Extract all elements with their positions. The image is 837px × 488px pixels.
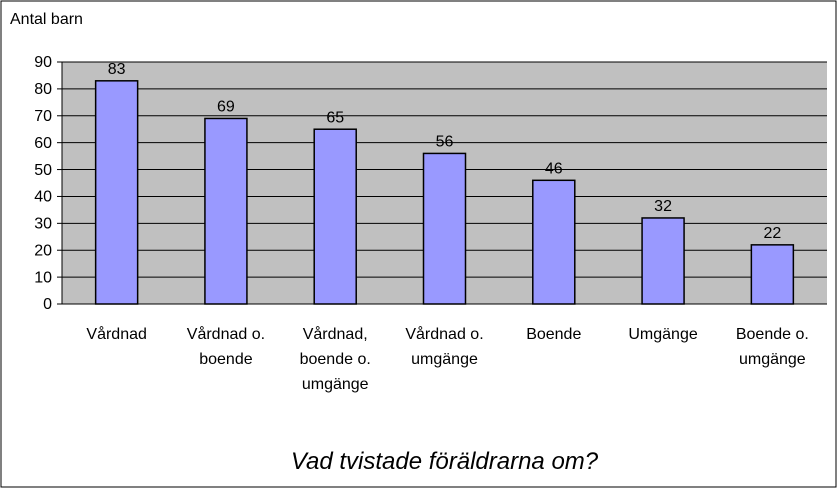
value-label: 69 xyxy=(217,99,235,116)
y-tick-label: 70 xyxy=(34,108,52,125)
y-tick-label: 30 xyxy=(34,216,52,233)
y-tick-label: 60 xyxy=(34,135,52,152)
y-tick-label: 20 xyxy=(34,242,52,259)
y-tick-label: 10 xyxy=(34,269,52,286)
bar xyxy=(204,117,248,305)
x-tick-label: Umgänge xyxy=(628,326,698,343)
x-tick-label: Boende o. umgänge xyxy=(735,326,809,368)
y-tick-label: 80 xyxy=(34,81,52,98)
y-tick-label: 50 xyxy=(34,162,52,179)
bar xyxy=(313,128,357,305)
value-label: 56 xyxy=(436,134,454,151)
bar xyxy=(750,244,795,305)
value-label: 65 xyxy=(326,109,344,126)
y-tick-label: 90 xyxy=(34,54,52,71)
x-tick-label: Vårdnad o. umgänge xyxy=(405,326,484,368)
y-axis-label: Antal barn xyxy=(10,11,83,28)
x-tick-label: Boende xyxy=(526,326,582,343)
bar xyxy=(94,80,139,305)
value-label: 22 xyxy=(763,225,781,242)
x-tick-label: Vårdnad, boende o. umgänge xyxy=(299,326,371,393)
bar xyxy=(532,179,576,305)
value-label: 46 xyxy=(545,161,563,178)
bar xyxy=(422,152,467,305)
x-tick-label: Vårdnad xyxy=(86,326,147,343)
x-tick-label: Vårdnad o. boende xyxy=(186,326,266,368)
value-label: 32 xyxy=(654,198,672,215)
chart-title: Vad tvistade föräldrarna om? xyxy=(290,448,599,475)
y-tick-label: 40 xyxy=(34,189,52,206)
value-label: 83 xyxy=(108,61,126,78)
y-tick-label: 0 xyxy=(43,296,52,313)
bar xyxy=(641,217,685,305)
